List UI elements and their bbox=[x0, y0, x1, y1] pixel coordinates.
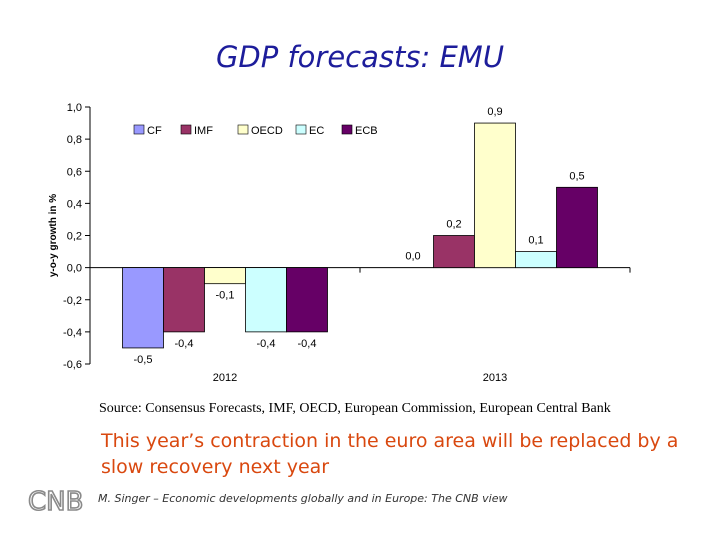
legend-label-cf: CF bbox=[147, 125, 162, 137]
takeaway-text: This year’s contraction in the euro area… bbox=[101, 430, 679, 478]
y-tick-label: 0,8 bbox=[67, 134, 82, 146]
bar-chart: 1,0 0,8 0,6 0,4 0,2 0,0 -0,2 -0,4 -0,6 y-o-y grow… bbox=[48, 102, 631, 384]
data-label: -0,4 bbox=[257, 338, 276, 350]
x-tick-label: 2012 bbox=[213, 372, 237, 384]
bar-ec-2013 bbox=[515, 251, 557, 269]
data-label: -0,4 bbox=[175, 338, 194, 350]
data-label: 0,1 bbox=[528, 235, 543, 247]
y-tick-label: -0,4 bbox=[63, 327, 82, 339]
bar-oecd-2013 bbox=[474, 122, 516, 269]
data-label: -0,5 bbox=[134, 354, 153, 366]
legend-swatch-ecb bbox=[341, 124, 353, 135]
y-tick-label: 0,0 bbox=[67, 263, 82, 275]
y-tick-label: 0,6 bbox=[67, 166, 82, 178]
legend-label-imf: IMF bbox=[194, 125, 213, 137]
y-tick-label: 1,0 bbox=[67, 102, 82, 114]
data-label: 0,0 bbox=[405, 251, 420, 263]
bar-ec-2012 bbox=[245, 267, 287, 333]
data-label: 0,5 bbox=[569, 170, 584, 182]
chart-data-labels: -0,5 -0,4 -0,1 -0,4 -0,4 0,0 0,2 0,9 0,1 0,5 bbox=[134, 106, 585, 366]
chart-legend: CF IMF OECD EC ECB bbox=[133, 124, 378, 137]
legend-label-ecb: ECB bbox=[355, 125, 378, 137]
bar-imf-2012 bbox=[163, 267, 205, 333]
x-tick-label: 2013 bbox=[483, 372, 507, 384]
cnb-logo: CNB bbox=[28, 486, 84, 516]
bar-oecd-2012 bbox=[204, 267, 246, 285]
legend-label-ec: EC bbox=[309, 125, 324, 137]
legend-swatch-imf bbox=[180, 124, 192, 135]
legend-swatch-oecd bbox=[237, 124, 249, 135]
y-tick-label: -0,6 bbox=[63, 359, 82, 371]
footer-text: M. Singer – Economic developments global… bbox=[98, 492, 508, 505]
y-axis-title: y-o-y growth in % bbox=[48, 194, 59, 277]
data-label: -0,1 bbox=[216, 290, 235, 302]
data-label: 0,9 bbox=[487, 106, 502, 118]
bar-ecb-2013 bbox=[556, 186, 598, 269]
slide-title: GDP forecasts: EMU bbox=[215, 40, 505, 74]
y-tick-label: 0,2 bbox=[67, 231, 82, 243]
bar-imf-2013 bbox=[433, 235, 475, 269]
chart-bars bbox=[122, 122, 598, 349]
y-tick-label: -0,2 bbox=[63, 295, 82, 307]
legend-swatch-cf bbox=[133, 124, 145, 135]
bar-cf-2012 bbox=[122, 267, 164, 349]
data-label: 0,2 bbox=[446, 219, 461, 231]
legend-swatch-ec bbox=[295, 124, 307, 135]
source-note: Source: Consensus Forecasts, IMF, OECD, … bbox=[99, 401, 611, 416]
data-label: -0,4 bbox=[298, 338, 317, 350]
cnb-logo-text: CNB bbox=[28, 487, 83, 516]
bar-ecb-2012 bbox=[286, 267, 328, 333]
y-tick-label: 0,4 bbox=[67, 198, 82, 210]
legend-label-oecd: OECD bbox=[251, 125, 283, 137]
